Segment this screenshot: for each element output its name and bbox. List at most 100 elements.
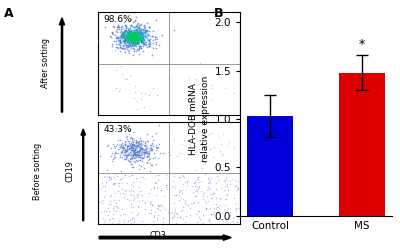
Point bbox=[120, 41, 127, 45]
Point bbox=[222, 197, 228, 201]
Point bbox=[139, 149, 145, 153]
Point bbox=[134, 152, 140, 156]
Point bbox=[118, 150, 124, 154]
Point bbox=[120, 47, 127, 51]
Point bbox=[125, 30, 131, 34]
Point bbox=[131, 155, 137, 159]
Point bbox=[116, 26, 122, 30]
Point bbox=[119, 147, 126, 151]
Point bbox=[112, 173, 118, 177]
Point bbox=[142, 143, 149, 147]
Point bbox=[127, 36, 133, 40]
Point bbox=[137, 33, 143, 37]
Point bbox=[138, 143, 145, 147]
Point bbox=[148, 148, 155, 152]
Point bbox=[121, 31, 128, 35]
Point bbox=[133, 39, 140, 43]
Point bbox=[122, 212, 128, 216]
Point bbox=[120, 31, 126, 35]
Point bbox=[142, 151, 148, 155]
Point bbox=[229, 219, 236, 223]
Point bbox=[127, 37, 134, 41]
Point bbox=[206, 186, 213, 190]
Point bbox=[134, 193, 140, 197]
Point bbox=[153, 146, 160, 150]
Point bbox=[128, 39, 135, 43]
Point bbox=[176, 188, 183, 192]
Point bbox=[152, 18, 159, 22]
Point bbox=[146, 93, 152, 97]
Point bbox=[125, 35, 131, 39]
Point bbox=[202, 206, 209, 210]
Point bbox=[129, 35, 136, 39]
Point bbox=[129, 35, 136, 39]
Point bbox=[147, 148, 153, 152]
Point bbox=[132, 152, 138, 155]
Point bbox=[126, 40, 132, 44]
Point bbox=[136, 39, 143, 43]
Point bbox=[98, 199, 105, 203]
Point bbox=[132, 34, 138, 38]
Point bbox=[128, 143, 135, 147]
Point bbox=[135, 153, 141, 157]
Point bbox=[131, 25, 138, 29]
Point bbox=[119, 32, 125, 36]
Point bbox=[124, 36, 130, 40]
Point bbox=[118, 35, 124, 39]
Point bbox=[142, 141, 148, 145]
Point bbox=[125, 31, 131, 35]
Point bbox=[127, 29, 134, 32]
Point bbox=[126, 147, 133, 151]
Point bbox=[130, 37, 136, 41]
Point bbox=[118, 41, 124, 45]
Point bbox=[130, 32, 137, 36]
Point bbox=[137, 38, 143, 42]
Point bbox=[204, 218, 211, 222]
Point bbox=[140, 42, 147, 46]
Point bbox=[206, 217, 212, 221]
Point bbox=[111, 33, 118, 37]
Point bbox=[216, 135, 222, 139]
Point bbox=[104, 175, 110, 179]
Point bbox=[139, 31, 145, 35]
Point bbox=[125, 31, 132, 35]
Point bbox=[132, 25, 138, 29]
Point bbox=[130, 140, 136, 144]
Point bbox=[186, 84, 192, 88]
Point bbox=[123, 38, 129, 42]
Point bbox=[132, 25, 138, 29]
Point bbox=[121, 39, 128, 43]
Point bbox=[136, 30, 142, 34]
Point bbox=[125, 39, 131, 43]
Point bbox=[143, 43, 150, 47]
Point bbox=[131, 216, 138, 219]
Point bbox=[132, 36, 138, 40]
Point bbox=[217, 149, 224, 153]
Point bbox=[127, 44, 133, 48]
Point bbox=[124, 41, 130, 45]
Point bbox=[134, 145, 141, 149]
Point bbox=[172, 209, 178, 213]
Point bbox=[204, 188, 210, 192]
Point bbox=[128, 135, 134, 139]
Point bbox=[131, 152, 138, 156]
Point bbox=[137, 142, 144, 146]
Point bbox=[213, 196, 219, 200]
Point bbox=[132, 35, 138, 39]
Point bbox=[140, 24, 147, 28]
Point bbox=[135, 30, 141, 34]
Point bbox=[182, 198, 188, 202]
Point bbox=[139, 36, 146, 40]
Point bbox=[122, 33, 129, 37]
Point bbox=[143, 31, 150, 34]
Point bbox=[232, 202, 238, 206]
Point bbox=[130, 42, 137, 46]
Point bbox=[135, 211, 142, 215]
Point bbox=[147, 34, 153, 38]
Point bbox=[112, 144, 119, 148]
Point bbox=[133, 40, 139, 44]
Point bbox=[130, 44, 136, 48]
Point bbox=[127, 151, 133, 155]
Point bbox=[138, 38, 145, 42]
Point bbox=[151, 214, 158, 218]
